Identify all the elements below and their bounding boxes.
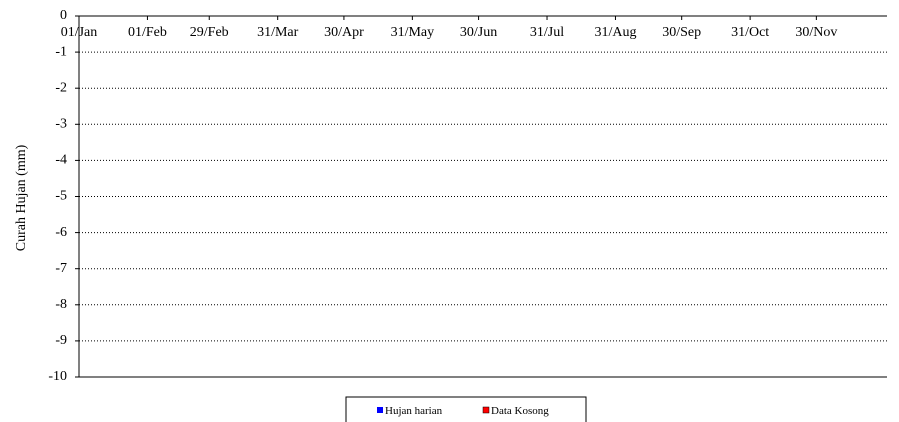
x-tick-label: 31/Aug	[594, 25, 636, 40]
x-tick-label: 29/Feb	[190, 25, 229, 40]
x-ticks: 01/Jan 01/Feb 29/Feb 31/Mar 30/Apr 31/May 30/J…	[61, 16, 837, 40]
legend-swatch-data-kosong	[482, 406, 490, 414]
y-tick-label: -3	[55, 117, 67, 132]
y-ticks: 0 -1 -2 -3 -4 -5 -6 -7 -8 -9 -10	[48, 8, 79, 384]
x-tick-label: 31/Mar	[257, 25, 299, 40]
x-tick-label: 30/Apr	[324, 25, 364, 40]
x-tick-label: 01/Feb	[128, 25, 167, 40]
x-tick-label: 31/Jul	[530, 25, 564, 40]
y-tick-label: 0	[60, 8, 67, 23]
y-tick-label: -6	[55, 225, 67, 240]
legend-label-data-kosong: Data Kosong	[491, 405, 549, 417]
legend-swatch-hujan-harian	[377, 407, 383, 413]
y-tick-label: -10	[48, 369, 67, 384]
y-tick-label: -8	[55, 297, 67, 312]
y-tick-label: -9	[55, 333, 67, 348]
x-tick-label: 30/Nov	[795, 25, 837, 40]
gridlines	[79, 51, 887, 342]
x-tick-label: 31/May	[391, 25, 435, 40]
y-tick-label: -2	[55, 80, 67, 95]
legend-label-hujan-harian: Hujan harian	[385, 405, 443, 417]
legend-box	[345, 396, 587, 422]
y-tick-label: -5	[55, 189, 67, 204]
y-tick-label: -4	[55, 153, 67, 168]
legend: Hujan harian Data Kosong	[345, 396, 587, 422]
x-tick-label: 30/Jun	[460, 25, 497, 40]
y-axis-label: Curah Hujan (mm)	[14, 144, 29, 251]
y-tick-label: -1	[55, 44, 67, 59]
x-tick-label: 30/Sep	[662, 25, 701, 40]
y-tick-label: -7	[55, 261, 67, 276]
x-tick-label: 31/Oct	[731, 25, 769, 40]
